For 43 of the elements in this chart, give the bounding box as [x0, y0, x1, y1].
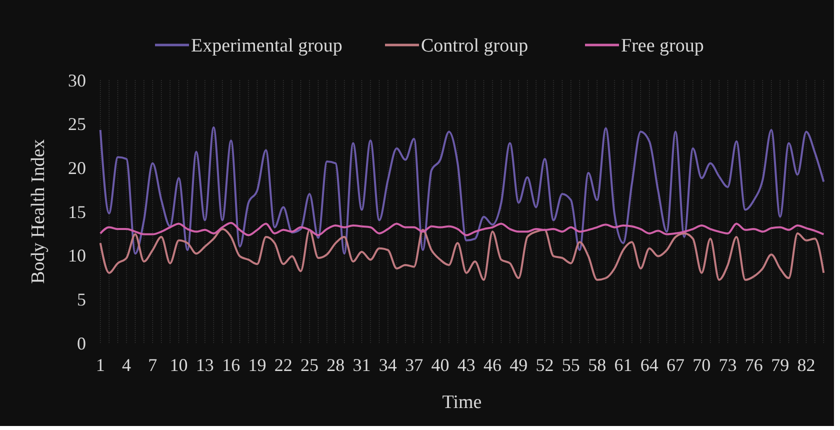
x-tick-label: 22 [274, 355, 292, 375]
x-tick-label: 58 [588, 355, 606, 375]
x-tick-label: 40 [431, 355, 450, 375]
x-tick-label: 70 [692, 355, 711, 375]
legend-label: Control group [421, 36, 528, 57]
x-tick-label: 19 [248, 355, 266, 375]
x-tick-label: 61 [614, 355, 632, 375]
x-tick-label: 43 [457, 355, 476, 375]
y-tick-label: 25 [68, 114, 86, 134]
x-tick-label: 28 [326, 355, 345, 375]
x-axis-title: Time [442, 392, 482, 413]
line-series [99, 126, 825, 255]
line-series [99, 222, 825, 236]
x-tick-label: 46 [484, 355, 502, 375]
x-tick-label: 34 [378, 355, 397, 375]
y-tick-label: 5 [77, 289, 86, 310]
x-tick-label: 25 [300, 355, 318, 375]
y-axis-title: Body Health Index [28, 138, 49, 284]
x-tick-label: 31 [352, 355, 371, 375]
x-tick-label: 67 [666, 355, 684, 375]
x-tick-label: 1 [96, 355, 105, 375]
x-tick-label: 76 [744, 355, 763, 375]
x-tick-label: 4 [122, 355, 131, 375]
x-tick-label: 7 [148, 355, 158, 375]
x-tick-label: 82 [797, 355, 816, 375]
x-tick-label: 10 [170, 355, 188, 375]
legend-label: Experimental group [191, 36, 342, 57]
x-tick-label: 64 [640, 355, 658, 375]
y-tick-label: 0 [77, 333, 86, 354]
y-tick-label: 15 [68, 202, 86, 222]
y-tick-label: 20 [68, 158, 86, 178]
x-tick-label: 37 [405, 355, 424, 375]
x-tick-label: 13 [196, 355, 214, 375]
y-tick-label: 10 [68, 246, 86, 266]
y-tick-label: 30 [68, 70, 86, 90]
x-tick-label: 16 [222, 355, 240, 375]
x-tick-label: 73 [718, 355, 737, 375]
x-tick-label: 52 [536, 355, 554, 375]
x-tick-label: 79 [771, 355, 790, 375]
x-tick-label: 55 [562, 355, 580, 375]
x-tick-label: 49 [510, 355, 528, 375]
legend-label: Free group [621, 36, 704, 57]
line-series [99, 228, 825, 281]
